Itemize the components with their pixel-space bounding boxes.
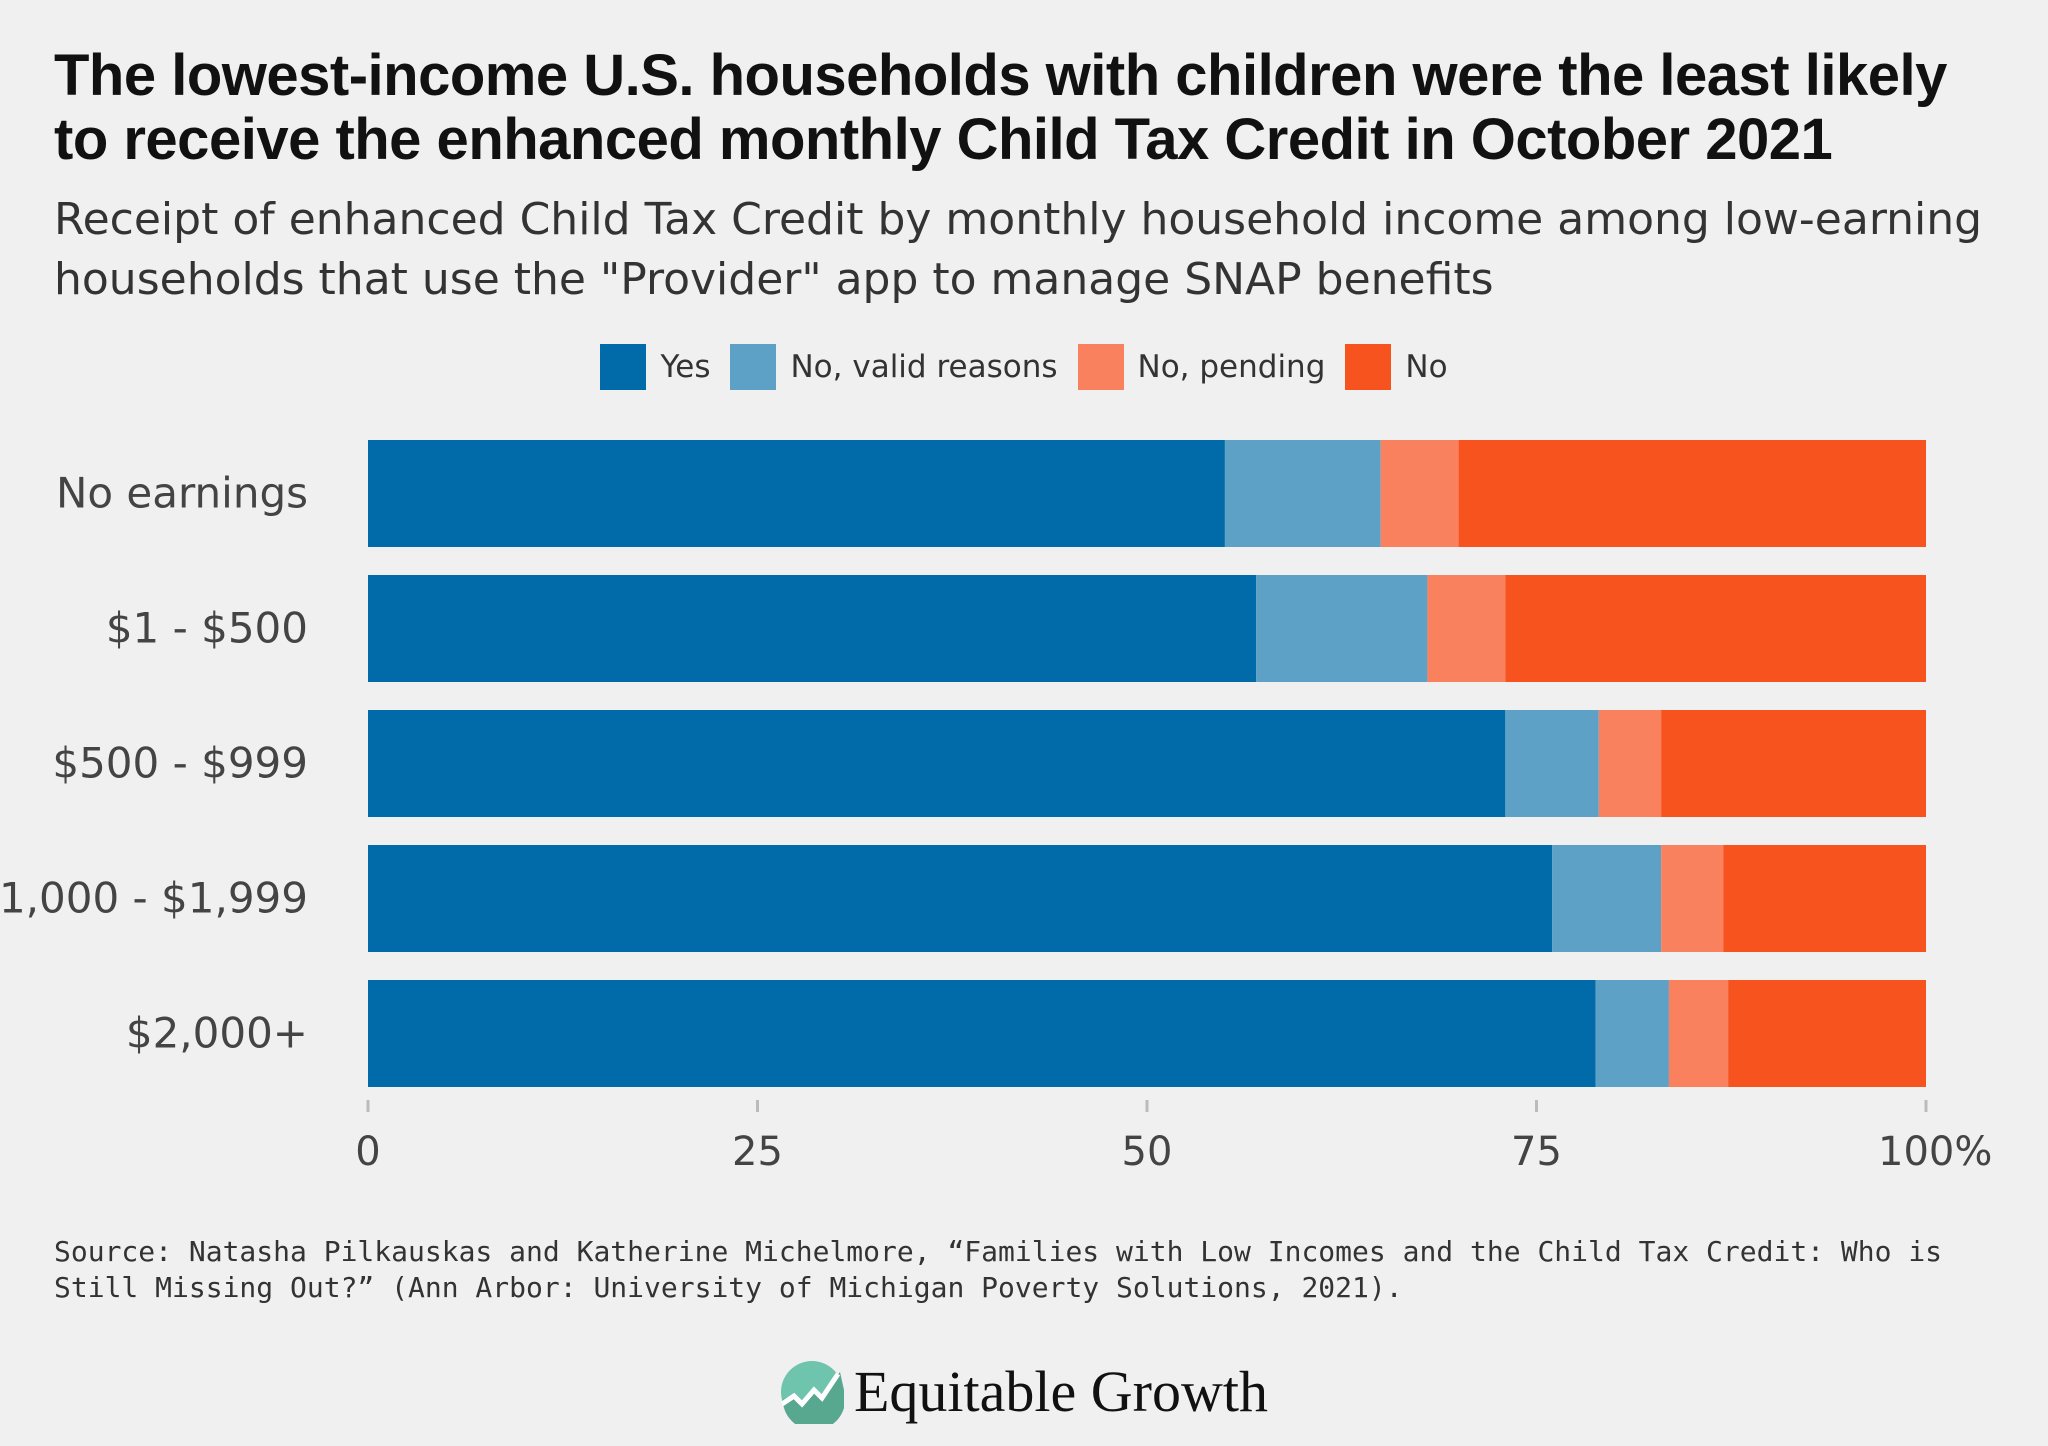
legend-label: No, valid reasons: [790, 349, 1058, 385]
x-tick-label: 50: [1122, 1129, 1173, 1175]
source-note: Source: Natasha Pilkauskas and Katherine…: [54, 1235, 1943, 1304]
x-tick-label: 75: [1511, 1129, 1562, 1175]
logo-growth-icon: [780, 1360, 844, 1424]
bar-segment: [368, 575, 1257, 682]
bar-segment: [1380, 440, 1459, 547]
bar-segment: [1668, 980, 1729, 1087]
category-label: $500 - $999: [52, 739, 308, 788]
category-label: $1,000 - $1,999: [0, 874, 308, 923]
x-tick-label: 100%: [1878, 1129, 1992, 1175]
bar-segment: [1505, 710, 1599, 817]
legend-label: No, pending: [1137, 349, 1326, 385]
bar-segment: [1224, 440, 1381, 547]
bar-segment: [1458, 440, 1926, 547]
legend-item: No, valid reasons: [730, 344, 1058, 390]
bar-segment: [1505, 575, 1926, 682]
bar-segment: [368, 845, 1553, 952]
chart-title: The lowest-income U.S. households with c…: [54, 43, 1947, 172]
legend-item: No: [1345, 344, 1448, 390]
legend: Yes No, valid reasons No, pending No: [0, 344, 2048, 390]
category-label: No earnings: [56, 469, 308, 518]
x-tick-label: 0: [355, 1129, 380, 1175]
category-label: $1 - $500: [106, 604, 308, 653]
chart-subtitle: Receipt of enhanced Child Tax Credit by …: [54, 194, 1983, 305]
legend-item: Yes: [600, 344, 710, 390]
legend-item: No, pending: [1077, 344, 1326, 390]
bar-segment: [1552, 845, 1662, 952]
bar-segment: [1595, 980, 1669, 1087]
bar-segment: [368, 980, 1596, 1087]
legend-label: Yes: [660, 349, 711, 385]
legend-label: No: [1405, 349, 1448, 385]
bar-segment: [1661, 710, 1926, 817]
logo-text: Equitable Growth: [854, 1359, 1268, 1424]
bar-segment: [1661, 845, 1724, 952]
bar-segment: [1728, 980, 1926, 1087]
legend-swatch: [600, 344, 647, 390]
bar-segment: [368, 710, 1506, 817]
category-label: $2,000+: [126, 1009, 308, 1058]
bar-segment: [368, 440, 1225, 547]
legend-swatch: [730, 344, 777, 390]
bar-segment: [1598, 710, 1662, 817]
bar-segment: [1723, 845, 1926, 952]
legend-swatch: [1077, 344, 1124, 390]
legend-swatch: [1345, 344, 1392, 390]
logo: Equitable Growth: [780, 1358, 1268, 1425]
x-tick-label: 25: [732, 1129, 783, 1175]
bar-segment: [1256, 575, 1428, 682]
bar-segment: [1427, 575, 1506, 682]
